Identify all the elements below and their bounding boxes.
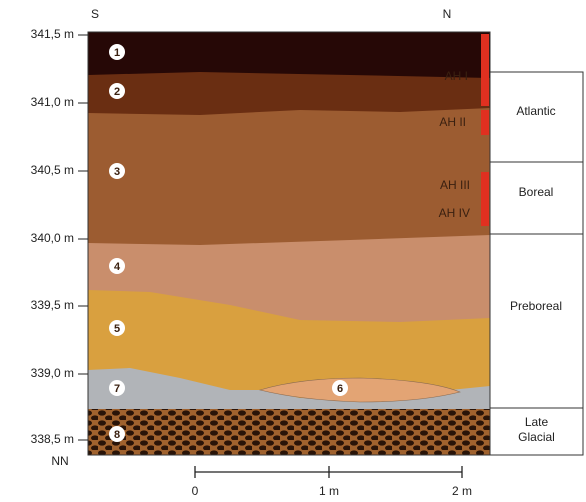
period-label-box: Late Glacial bbox=[495, 412, 578, 452]
horizon-label: AH I bbox=[445, 69, 468, 83]
orientation-north: N bbox=[443, 7, 452, 21]
period-label: Late Glacial bbox=[507, 412, 567, 445]
period-frame bbox=[490, 72, 583, 455]
layer-number: 7 bbox=[114, 383, 120, 395]
scale-label: 0 bbox=[192, 484, 199, 498]
scale-label: 2 m bbox=[452, 484, 472, 498]
period-label: Boreal bbox=[519, 185, 554, 199]
orientation-south: S bbox=[91, 7, 99, 21]
scale-label: 1 m bbox=[319, 484, 339, 498]
horizon-bar bbox=[481, 172, 489, 226]
elevation-label: 340,5 m bbox=[31, 163, 74, 177]
horizon-bar bbox=[481, 34, 489, 106]
horizon-label: AH II bbox=[439, 115, 466, 129]
layer-number: 1 bbox=[114, 47, 120, 59]
period-label: Atlantic bbox=[516, 104, 555, 118]
page: S N AH I AH II AH III AH IV 1 2 3 4 5 6 7 8 341… bbox=[0, 0, 586, 502]
layer-8-fill bbox=[88, 409, 490, 455]
layer-number: 4 bbox=[114, 261, 121, 273]
elevation-label: 338,5 m bbox=[31, 432, 74, 446]
scale-bar: 0 1 m 2 m bbox=[192, 466, 472, 498]
elevation-label: 341,5 m bbox=[31, 27, 74, 41]
layer-number: 2 bbox=[114, 86, 120, 98]
period-label: Preboreal bbox=[510, 299, 562, 313]
elevation-label: 339,0 m bbox=[31, 366, 74, 380]
datum-label: NN bbox=[51, 454, 68, 468]
period-column: Atlantic Boreal Preboreal Late Glacial bbox=[490, 72, 583, 455]
horizon-label: AH IV bbox=[439, 206, 470, 220]
elevation-label: 340,0 m bbox=[31, 231, 74, 245]
layer-number: 6 bbox=[337, 383, 343, 395]
layer-number: 3 bbox=[114, 166, 120, 178]
elevation-label: 341,0 m bbox=[31, 95, 74, 109]
horizon-bar bbox=[481, 110, 489, 135]
horizon-label: AH III bbox=[440, 178, 470, 192]
layer-number: 8 bbox=[114, 429, 120, 441]
elevation-axis: 341,5 m 341,0 m 340,5 m 340,0 m 339,5 m 339,0… bbox=[31, 27, 88, 446]
horizon-bars bbox=[481, 34, 489, 226]
elevation-label: 339,5 m bbox=[31, 298, 74, 312]
layer-number: 5 bbox=[114, 323, 120, 335]
strata bbox=[88, 32, 490, 455]
profile-diagram: S N AH I AH II AH III AH IV 1 2 3 4 5 6 7 8 341… bbox=[0, 0, 586, 502]
